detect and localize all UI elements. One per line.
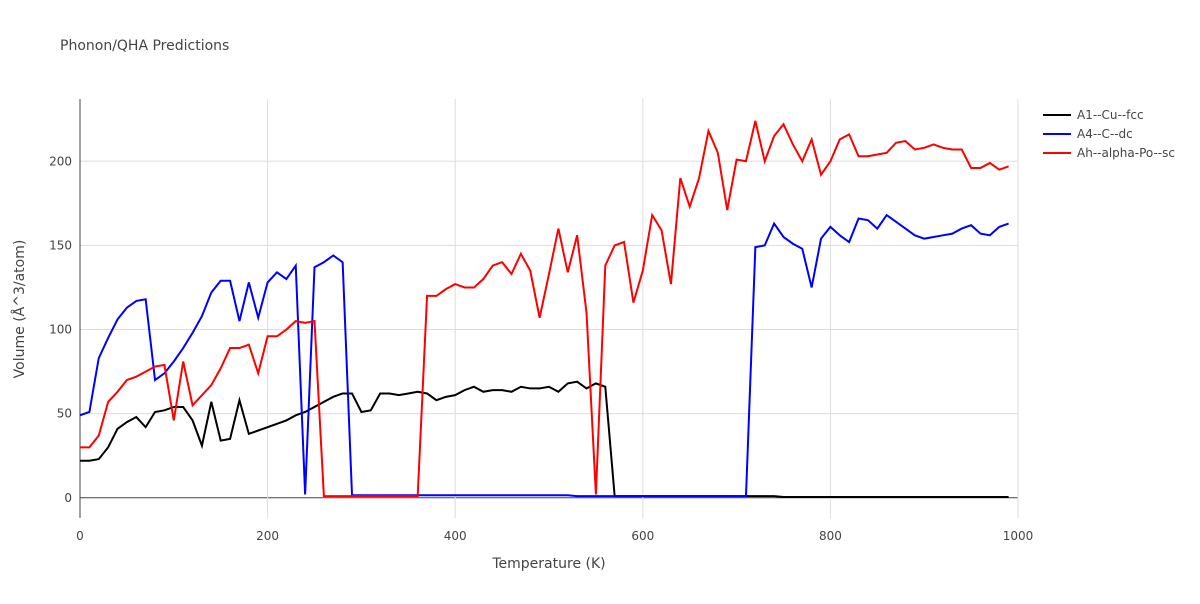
x-tick-label: 600 xyxy=(631,529,654,543)
series-line xyxy=(80,380,1009,498)
x-tick-label: 400 xyxy=(444,529,467,543)
x-tick-label: 0 xyxy=(76,529,84,543)
y-tick-label: 0 xyxy=(64,491,72,505)
series-line xyxy=(79,213,1009,498)
y-tick-label: 50 xyxy=(57,407,72,421)
y-tick-label: 150 xyxy=(49,238,72,252)
legend-label: Ah--alpha-Po--sc xyxy=(1077,146,1175,160)
y-tick-label: 100 xyxy=(49,323,72,337)
x-tick-label: 1000 xyxy=(1003,529,1034,543)
x-tick-label: 200 xyxy=(256,529,279,543)
y-axis-title: Volume (Å^3/atom) xyxy=(11,240,28,379)
x-tick-label: 800 xyxy=(819,529,842,543)
chart-title: Phonon/QHA Predictions xyxy=(60,38,229,54)
legend-label: A4--C--dc xyxy=(1077,127,1133,141)
x-axis-title: Temperature (K) xyxy=(491,556,605,572)
legend-label: A1--Cu--fcc xyxy=(1077,108,1144,122)
series-line xyxy=(80,120,1009,498)
y-tick-label: 200 xyxy=(49,154,72,168)
